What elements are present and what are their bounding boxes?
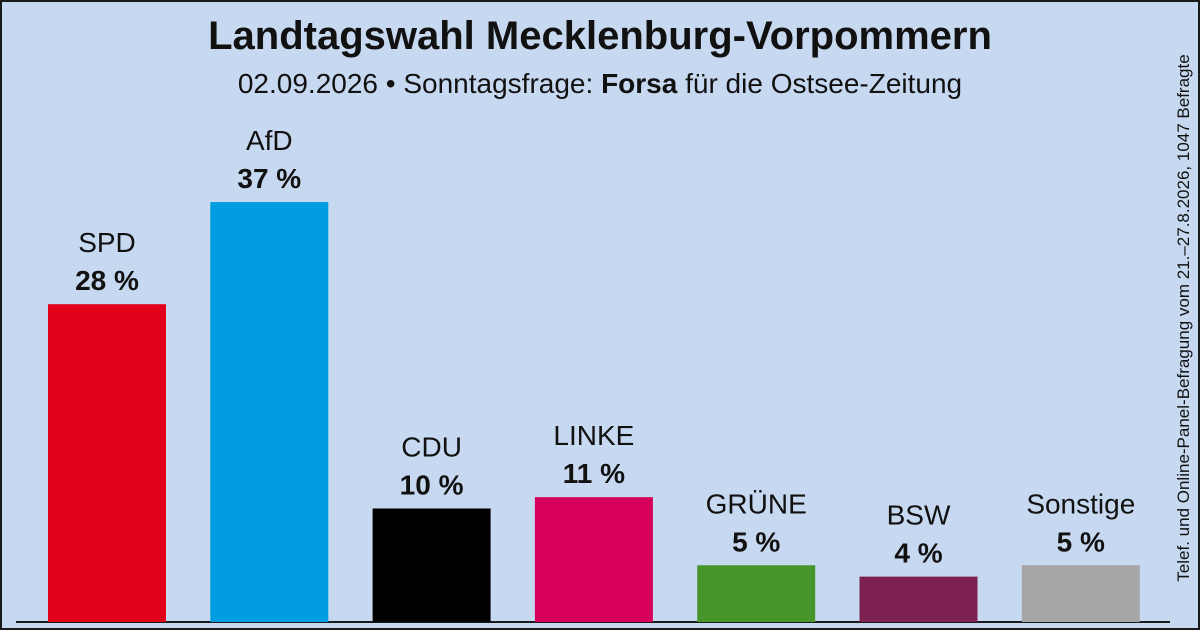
category-label-spd: SPD <box>78 227 136 258</box>
value-label-afd: 37 % <box>237 163 301 194</box>
value-label-bsw: 4 % <box>894 538 942 569</box>
value-label-sonstige: 5 % <box>1057 526 1105 557</box>
subtitle-institute: Forsa <box>601 68 678 99</box>
category-label-sonstige: Sonstige <box>1026 488 1135 519</box>
category-label-grüne: GRÜNE <box>706 488 807 519</box>
subtitle-client: für die Ostsee-Zeitung <box>685 68 963 99</box>
source-note: Telef. und Online-Panel-Befragung vom 21… <box>1174 54 1193 582</box>
value-label-spd: 28 % <box>75 265 139 296</box>
category-label-bsw: BSW <box>887 500 951 531</box>
bar-spd <box>48 304 166 622</box>
bar-afd <box>210 202 329 623</box>
category-label-linke: LINKE <box>553 420 634 451</box>
subtitle-date-label: 02.09.2026 • Sonntagsfrage: <box>237 68 594 99</box>
chart-title: Landtagswahl Mecklenburg-Vorpommern <box>208 14 992 58</box>
category-label-cdu: CDU <box>401 432 462 463</box>
bar-linke <box>534 497 653 622</box>
category-label-afd: AfD <box>246 125 293 156</box>
bar-cdu <box>372 508 491 622</box>
value-label-grüne: 5 % <box>732 526 780 557</box>
chart-subtitle: 02.09.2026 • Sonntagsfrage: Forsa für di… <box>0 68 1200 100</box>
bar-bsw <box>859 576 978 622</box>
value-label-cdu: 10 % <box>400 470 464 501</box>
bar-grüne <box>697 565 816 622</box>
bar-sonstige <box>1021 565 1140 622</box>
value-label-linke: 11 % <box>563 458 625 489</box>
